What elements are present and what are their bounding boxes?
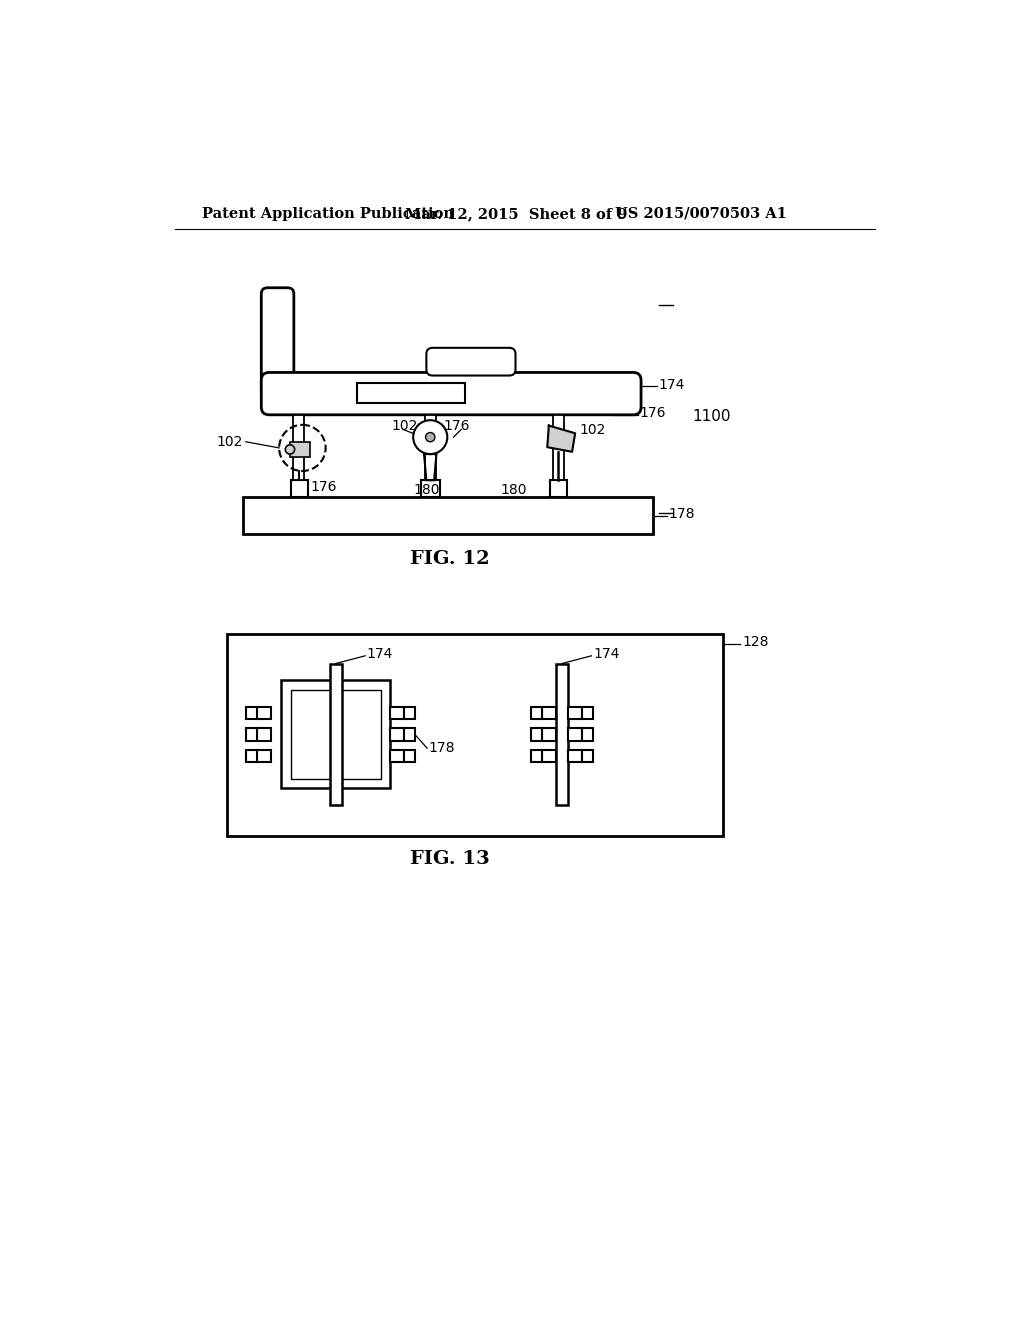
Bar bbox=[403, 729, 415, 741]
Text: 176: 176 bbox=[311, 480, 337, 494]
Text: 178: 178 bbox=[669, 507, 694, 521]
Bar bbox=[330, 664, 342, 805]
Bar bbox=[568, 750, 583, 762]
Bar bbox=[583, 706, 593, 719]
Text: 174: 174 bbox=[658, 378, 684, 392]
Text: 174: 174 bbox=[367, 647, 393, 661]
Bar bbox=[568, 729, 583, 741]
Bar bbox=[291, 689, 381, 779]
Bar bbox=[550, 480, 567, 498]
Text: Mar. 12, 2015  Sheet 8 of 9: Mar. 12, 2015 Sheet 8 of 9 bbox=[406, 207, 628, 220]
Bar bbox=[257, 750, 270, 762]
Bar bbox=[531, 706, 542, 719]
Bar bbox=[257, 706, 270, 719]
Bar bbox=[356, 383, 465, 404]
Text: 180: 180 bbox=[414, 483, 439, 496]
Text: 102: 102 bbox=[216, 434, 243, 449]
Bar bbox=[542, 729, 556, 741]
Bar bbox=[403, 706, 415, 719]
Bar bbox=[390, 706, 403, 719]
Bar bbox=[246, 729, 257, 741]
Bar bbox=[257, 729, 270, 741]
Text: US 2015/0070503 A1: US 2015/0070503 A1 bbox=[614, 207, 786, 220]
Circle shape bbox=[414, 420, 447, 454]
Bar bbox=[282, 681, 390, 788]
Bar bbox=[421, 480, 439, 498]
Polygon shape bbox=[547, 425, 575, 451]
Text: 1100: 1100 bbox=[692, 409, 731, 424]
Bar bbox=[568, 706, 583, 719]
Text: FIG. 13: FIG. 13 bbox=[410, 850, 489, 869]
FancyBboxPatch shape bbox=[261, 288, 294, 400]
Bar bbox=[293, 414, 304, 480]
Bar bbox=[542, 706, 556, 719]
Bar bbox=[531, 750, 542, 762]
Text: 176: 176 bbox=[640, 407, 666, 420]
Bar bbox=[243, 498, 653, 535]
Bar bbox=[403, 750, 415, 762]
Bar bbox=[390, 729, 403, 741]
Bar bbox=[425, 414, 435, 480]
Text: 102: 102 bbox=[391, 420, 418, 433]
Text: 102: 102 bbox=[579, 424, 605, 437]
Text: 128: 128 bbox=[742, 635, 769, 649]
Bar bbox=[531, 729, 542, 741]
Text: Patent Application Publication: Patent Application Publication bbox=[202, 207, 454, 220]
Bar bbox=[542, 750, 556, 762]
Bar bbox=[390, 750, 403, 762]
Bar bbox=[583, 750, 593, 762]
Text: FIG. 12: FIG. 12 bbox=[410, 550, 489, 568]
FancyBboxPatch shape bbox=[261, 372, 641, 414]
Text: 176: 176 bbox=[443, 420, 470, 433]
Circle shape bbox=[426, 433, 435, 442]
Bar bbox=[553, 414, 563, 480]
Text: 174: 174 bbox=[593, 647, 620, 661]
Bar bbox=[246, 750, 257, 762]
Bar bbox=[227, 635, 723, 836]
Text: 180: 180 bbox=[500, 483, 526, 496]
Bar bbox=[291, 480, 308, 498]
Circle shape bbox=[286, 445, 295, 454]
Bar bbox=[556, 664, 568, 805]
FancyBboxPatch shape bbox=[426, 348, 515, 376]
Bar bbox=[246, 706, 257, 719]
Bar bbox=[583, 729, 593, 741]
Polygon shape bbox=[424, 454, 436, 480]
Polygon shape bbox=[290, 442, 310, 457]
Text: 178: 178 bbox=[429, 742, 456, 755]
